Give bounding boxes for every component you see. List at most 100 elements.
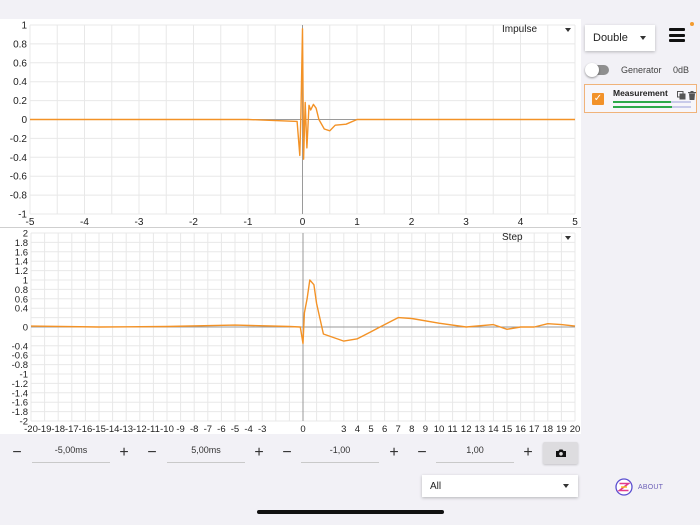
impulse-chart[interactable]: 1 0.8 0.6 0.4 0.2 0 -0.2 -0.4 -0.6 -0.8 -1 -5 -4 -3 -2… <box>0 19 581 228</box>
menu-button[interactable] <box>669 28 685 42</box>
svg-text:17: 17 <box>529 424 540 434</box>
impulse-plot[interactable]: 10.80.60.40.20-0.2-0.4-0.6-0.8-1-5 -4 -3 -2… <box>0 19 581 228</box>
x-min-increase-button[interactable]: + <box>119 444 129 461</box>
x-min-field[interactable]: -5,00ms <box>32 443 110 463</box>
svg-text:-1.6: -1.6 <box>12 398 28 409</box>
svg-text:-2: -2 <box>20 417 28 428</box>
step-mode-select[interactable]: Step <box>502 232 571 243</box>
level-bar-left <box>613 101 691 103</box>
svg-text:1: 1 <box>21 21 27 32</box>
y-min-field[interactable]: -1,00 <box>301 443 379 463</box>
svg-text:11: 11 <box>448 424 458 434</box>
svg-text:3: 3 <box>341 424 346 434</box>
generator-label: Generator <box>621 65 662 75</box>
hamburger-icon <box>669 28 685 31</box>
x-max-field[interactable]: 5,00ms <box>167 443 245 463</box>
measurement-checkbox[interactable]: ✓ <box>592 93 604 105</box>
camera-icon <box>555 449 566 457</box>
svg-text:0.6: 0.6 <box>15 294 28 305</box>
svg-text:-3: -3 <box>258 424 266 434</box>
generator-row: Generator 0dB <box>585 63 697 77</box>
svg-text:5: 5 <box>368 424 373 434</box>
svg-text:0.4: 0.4 <box>15 304 28 315</box>
toggle-knob <box>585 63 599 77</box>
svg-text:7: 7 <box>396 424 401 434</box>
svg-text:-6: -6 <box>217 424 225 434</box>
impulse-mode-label: Impulse <box>502 24 538 35</box>
svg-text:-1: -1 <box>244 217 253 227</box>
svg-text:4: 4 <box>355 424 360 434</box>
copy-icon[interactable] <box>677 91 686 102</box>
svg-text:19: 19 <box>556 424 567 434</box>
x-min-decrease-button[interactable]: − <box>12 444 22 461</box>
svg-text:-4: -4 <box>80 217 89 227</box>
filter-select-value: All <box>430 480 442 492</box>
svg-text:1.4: 1.4 <box>15 257 28 268</box>
svg-text:-14: -14 <box>106 424 120 434</box>
svg-text:0: 0 <box>300 424 305 434</box>
view-mode-label: Double <box>593 32 628 44</box>
filter-select[interactable]: All <box>422 475 578 497</box>
plots-area: 1 0.8 0.6 0.4 0.2 0 -0.2 -0.4 -0.6 -0.8 -1 -5 -4 -3 -2… <box>0 19 581 434</box>
svg-text:-12: -12 <box>133 424 147 434</box>
step-plot[interactable]: 21.81.61.41.210.80.60.40-0.4-0.6-0.8-1-1… <box>0 228 581 435</box>
svg-text:-1: -1 <box>18 210 27 221</box>
svg-text:-16: -16 <box>79 424 93 434</box>
svg-text:-0.2: -0.2 <box>10 134 28 145</box>
x-max-increase-button[interactable]: + <box>254 444 264 461</box>
svg-text:13: 13 <box>475 424 486 434</box>
x-max-decrease-button[interactable]: − <box>147 444 157 461</box>
svg-text:1: 1 <box>23 276 28 287</box>
svg-text:-9: -9 <box>176 424 184 434</box>
step-chart[interactable]: 2 1.8 1.6 1.4 1.2 1 0.8 0.6 0.4 0 -0.4 -0.6 -0.8 -1 -1… <box>0 228 581 435</box>
svg-text:-0.6: -0.6 <box>10 172 28 183</box>
svg-text:1.8: 1.8 <box>15 238 28 249</box>
generator-toggle[interactable] <box>585 63 609 77</box>
svg-text:18: 18 <box>543 424 554 434</box>
view-mode-select[interactable]: Double <box>585 25 655 51</box>
y-max-decrease-button[interactable]: − <box>417 444 427 461</box>
svg-text:-13: -13 <box>119 424 133 434</box>
svg-text:0.4: 0.4 <box>13 77 27 88</box>
svg-text:0.8: 0.8 <box>13 39 27 50</box>
y-min-increase-button[interactable]: + <box>389 444 399 461</box>
svg-text:-20: -20 <box>24 424 38 434</box>
svg-text:0: 0 <box>21 115 27 126</box>
impulse-mode-select[interactable]: Impulse <box>502 24 572 35</box>
svg-text:-8: -8 <box>190 424 198 434</box>
svg-text:-1.8: -1.8 <box>12 407 28 418</box>
chevron-down-icon <box>565 27 572 32</box>
trash-icon[interactable] <box>688 91 696 102</box>
svg-text:0.8: 0.8 <box>15 285 28 296</box>
home-indicator <box>257 510 444 514</box>
y-min-decrease-button[interactable]: − <box>282 444 292 461</box>
range-controls: − -5,00ms + − 5,00ms + − -1,00 + − 1,00 … <box>0 441 581 467</box>
svg-text:-0.8: -0.8 <box>10 191 28 202</box>
svg-text:-4: -4 <box>244 424 252 434</box>
svg-text:-3: -3 <box>135 217 144 227</box>
svg-text:15: 15 <box>502 424 513 434</box>
svg-text:-7: -7 <box>204 424 212 434</box>
svg-text:20: 20 <box>570 424 581 434</box>
svg-text:-0.4: -0.4 <box>12 341 28 352</box>
svg-text:-1.2: -1.2 <box>12 379 28 390</box>
app-logo-icon <box>615 478 633 496</box>
about-button[interactable]: ABOUT <box>615 478 663 496</box>
svg-text:-18: -18 <box>51 424 65 434</box>
svg-text:-5: -5 <box>26 217 35 227</box>
svg-text:-2: -2 <box>189 217 198 227</box>
y-max-increase-button[interactable]: + <box>523 444 533 461</box>
measurement-card[interactable]: ✓ Measurement <box>584 84 697 113</box>
svg-text:-0.6: -0.6 <box>12 351 28 362</box>
svg-text:-0.8: -0.8 <box>12 360 28 371</box>
svg-text:0.6: 0.6 <box>13 58 27 69</box>
level-bar-right <box>613 106 691 108</box>
step-mode-label: Step <box>502 232 523 243</box>
y-max-field[interactable]: 1,00 <box>436 443 514 463</box>
screenshot-button[interactable] <box>543 442 578 464</box>
sidebar: Double Generator 0dB ✓ Measurement <box>581 19 700 434</box>
svg-text:-5: -5 <box>231 424 239 434</box>
svg-text:2: 2 <box>409 217 415 227</box>
svg-text:-17: -17 <box>65 424 79 434</box>
svg-text:0.2: 0.2 <box>13 96 27 107</box>
